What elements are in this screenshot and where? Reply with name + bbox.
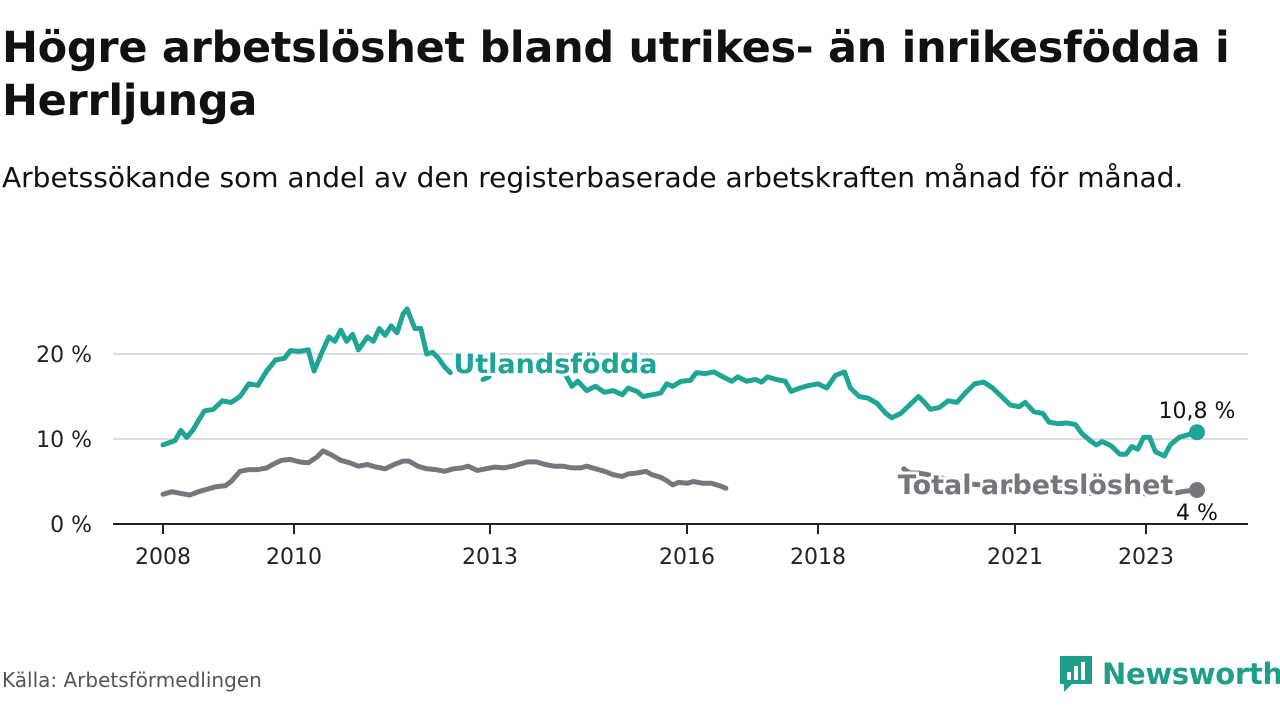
source-note: Källa: Arbetsförmedlingen xyxy=(2,668,262,692)
newsworthy-logo: Newsworthy xyxy=(1058,654,1280,694)
series-labels: 10,8 % Utlandsfödda 4 %Total arbetslöshet xyxy=(450,346,1236,526)
gridlines xyxy=(113,353,1248,440)
y-tick-label: 10 % xyxy=(36,428,92,453)
series-name-label: Total arbetslöshet xyxy=(898,470,1174,501)
chart-subtitle: Arbetssökande som andel av den registerb… xyxy=(2,161,1184,194)
chart-title: Högre arbetslöshet bland utrikes- än inr… xyxy=(2,23,1230,126)
x-axis: 2008 2010 2013 2016 2018 2021 2023 xyxy=(113,523,1248,570)
x-tick-label: 2008 xyxy=(135,545,191,570)
series-line-total xyxy=(160,448,729,498)
series-end-label: 10,8 % xyxy=(1159,399,1236,424)
series-name-label: Utlandsfödda xyxy=(453,349,657,380)
x-tick-label: 2013 xyxy=(462,545,518,570)
series-end-label: 4 % xyxy=(1176,501,1218,526)
x-tick-label: 2021 xyxy=(987,545,1043,570)
y-axis-ticks: 0 % 10 % 20 % xyxy=(36,343,92,538)
x-tick-label: 2010 xyxy=(266,545,322,570)
y-tick-label: 20 % xyxy=(36,343,92,368)
newsworthy-logo-icon xyxy=(1060,656,1092,692)
series-line-utlandsfodda xyxy=(545,349,1200,459)
series-line-utlandsfodda xyxy=(480,374,492,382)
x-tick-label: 2018 xyxy=(790,545,846,570)
x-tick-label: 2016 xyxy=(659,545,715,570)
series-end-point xyxy=(1189,482,1205,498)
y-tick-label: 0 % xyxy=(50,513,92,538)
newsworthy-brand-text: Newsworthy xyxy=(1102,657,1280,691)
series-line-utlandsfodda xyxy=(160,306,453,448)
series-line-total xyxy=(901,466,1200,497)
line-chart: 0 % 10 % 20 % 2008 2010 2013 2016 2018 2021 2023… xyxy=(36,306,1248,570)
series-end-point xyxy=(1189,424,1205,441)
series-lines xyxy=(160,306,1205,498)
x-tick-label: 2023 xyxy=(1118,545,1174,570)
